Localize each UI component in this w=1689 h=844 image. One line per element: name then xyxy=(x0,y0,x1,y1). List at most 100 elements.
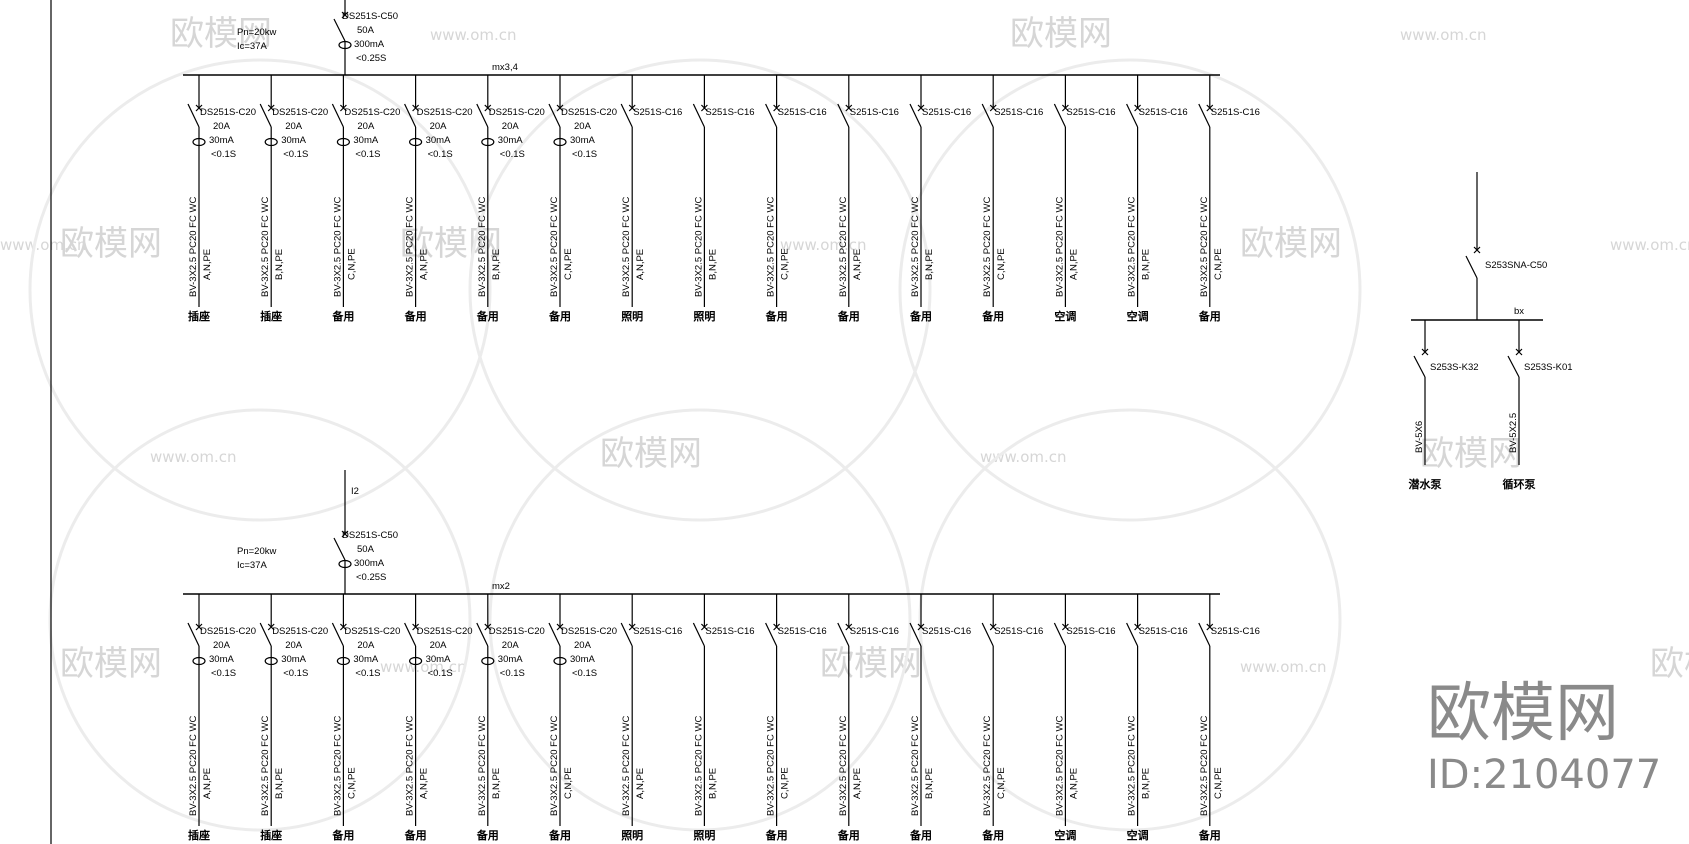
branch-cable-spec: BV-3X2.5 PC20 FC WC xyxy=(549,716,560,816)
switch-blade xyxy=(620,622,633,647)
branch-breaker-label: S251S-C16 xyxy=(994,107,1043,118)
branch-rating: 20A xyxy=(285,640,303,651)
branch-circuit: DS251S-C20 20A 30mA <0.1S BV-3X2.5 PC20 FC W… xyxy=(187,75,256,323)
feeder-leakage: 300mA xyxy=(354,558,385,569)
branch-leakage: 30mA xyxy=(281,135,306,146)
switch-blade xyxy=(909,622,922,647)
branch-load-label: 备用 xyxy=(476,828,499,842)
breaker-terminal-mark xyxy=(412,623,420,631)
branch-leakage: 30mA xyxy=(209,135,234,146)
breaker-terminal-mark xyxy=(1206,623,1214,631)
branch-circuit: S251S-C16 BV-3X2.5 PC20 FC WC A,N,PE 照明 xyxy=(620,594,682,842)
branch-trip-time: <0.1S xyxy=(355,668,380,679)
branch-circuit: DS251S-C20 20A 30mA <0.1S BV-3X2.5 PC20 FC W… xyxy=(331,75,400,323)
branch-load-label: 备用 xyxy=(765,309,788,323)
switch-blade xyxy=(1053,622,1066,647)
breaker-terminal-mark xyxy=(1061,104,1069,112)
branch-phase: B,N,PE xyxy=(491,249,502,280)
feeder-id-label: I2 xyxy=(351,486,359,497)
branch-load-label: 插座 xyxy=(260,828,282,842)
branch-phase: B,N,PE xyxy=(274,249,285,280)
branch-rating: 20A xyxy=(574,121,592,132)
branch-breaker-label: DS251S-C20 xyxy=(561,107,617,118)
branch-cable-spec: BV-3X2.5 PC20 FC WC xyxy=(477,197,488,297)
rcd-sensor-icon xyxy=(264,137,278,147)
branch-leakage: 30mA xyxy=(426,135,451,146)
branch-cable-spec: BV-3X2.5 PC20 FC WC xyxy=(549,197,560,297)
pump-main-breaker-label: S253SNA-C50 xyxy=(1485,260,1547,271)
branch-breaker-label: DS251S-C20 xyxy=(272,107,328,118)
switch-blade xyxy=(404,103,417,128)
branch-cable-spec: BV-3X2.5 PC20 FC WC xyxy=(621,197,632,297)
feeder-switch-blade xyxy=(333,18,346,42)
branch-load-label: 备用 xyxy=(331,309,354,323)
branch-circuit: DS251S-C20 20A 30mA <0.1S BV-3X2.5 PC20 FC W… xyxy=(476,594,545,842)
branch-trip-time: <0.1S xyxy=(428,668,453,679)
rcd-sensor-icon xyxy=(192,656,206,666)
feeder-breaker-label: DS251S-C50 xyxy=(342,530,398,541)
switch-blade xyxy=(476,622,489,647)
switch-blade xyxy=(837,103,850,128)
pump-load-label: 循环泵 xyxy=(1503,477,1536,491)
branch-breaker-label: DS251S-C20 xyxy=(200,626,256,637)
watermark-brand: 欧模网 xyxy=(1427,677,1619,751)
distribution-panels: DS251S-C50 50A 300mA <0.25S Pn=20kw Ic=37A mx3… xyxy=(183,0,1260,842)
watermark-url-faint: www.om.cn xyxy=(780,236,867,254)
switch-blade xyxy=(1413,355,1426,378)
rcd-sensor-icon xyxy=(481,137,495,147)
watermark-arc xyxy=(898,58,1362,522)
switch-blade xyxy=(187,622,200,647)
feeder-leakage: 300mA xyxy=(354,39,385,50)
panel-1: DS251S-C50 50A 300mA <0.25S Pn=20kw Ic=37A mx3… xyxy=(183,0,1260,323)
branch-circuit: S251S-C16 BV-3X2.5 PC20 FC WC B,N,PE 照明 xyxy=(692,594,755,842)
branch-rating: 20A xyxy=(357,121,375,132)
breaker-terminal-mark xyxy=(917,104,925,112)
branch-load-label: 备用 xyxy=(981,309,1004,323)
branch-breaker-label: DS251S-C20 xyxy=(344,626,400,637)
branch-load-label: 备用 xyxy=(909,309,932,323)
branch-breaker-label: S251S-C16 xyxy=(633,626,682,637)
branch-breaker-label: DS251S-C20 xyxy=(489,107,545,118)
branch-load-label: 备用 xyxy=(1198,309,1221,323)
breaker-terminal-mark xyxy=(484,104,492,112)
watermark-arc xyxy=(48,408,472,832)
branch-phase: A,N,PE xyxy=(419,249,430,280)
switch-blade xyxy=(259,103,272,128)
power-label: Pn=20kw xyxy=(237,546,276,557)
branch-phase: A,N,PE xyxy=(202,768,213,799)
branch-load-label: 备用 xyxy=(765,828,788,842)
branch-load-label: 照明 xyxy=(621,310,643,323)
branch-breaker-label: S251S-C16 xyxy=(850,626,899,637)
branch-cable-spec: BV-3X2.5 PC20 FC WC xyxy=(621,716,632,816)
branch-phase: B,N,PE xyxy=(1141,249,1152,280)
branch-circuit: S251S-C16 BV-3X2.5 PC20 FC WC A,N,PE 空调 xyxy=(1053,75,1116,323)
rcd-sensor-icon xyxy=(481,656,495,666)
branch-leakage: 30mA xyxy=(353,135,378,146)
switch-blade xyxy=(765,103,778,128)
branch-breaker-label: S251S-C16 xyxy=(922,107,971,118)
branch-phase: C,N,PE xyxy=(1213,767,1224,799)
breaker-terminal-mark xyxy=(339,623,347,631)
pump-branch-breaker-label: S253S-K01 xyxy=(1524,362,1573,373)
branch-breaker-label: S251S-C16 xyxy=(778,626,827,637)
branch-load-label: 备用 xyxy=(981,828,1004,842)
switch-blade xyxy=(1126,622,1139,647)
branch-load-label: 插座 xyxy=(188,309,210,323)
switch-blade xyxy=(187,103,200,128)
rcd-sensor-icon xyxy=(409,656,423,666)
switch-blade xyxy=(692,103,705,128)
branch-leakage: 30mA xyxy=(426,654,451,665)
branch-breaker-label: DS251S-C20 xyxy=(417,107,473,118)
branch-load-label: 备用 xyxy=(837,309,860,323)
branch-cable-spec: BV-3X2.5 PC20 FC WC xyxy=(188,197,199,297)
branch-load-label: 空调 xyxy=(1127,309,1149,323)
pump-load-label: 潜水泵 xyxy=(1409,477,1442,491)
switch-blade xyxy=(909,103,922,128)
breaker-terminal-mark xyxy=(773,623,781,631)
watermark-url-faint: www.om.cn xyxy=(1400,26,1487,44)
watermark-url-faint: www.om.cn xyxy=(1240,658,1327,676)
switch-blade xyxy=(765,622,778,647)
branch-rating: 20A xyxy=(430,640,448,651)
branch-rating: 20A xyxy=(430,121,448,132)
